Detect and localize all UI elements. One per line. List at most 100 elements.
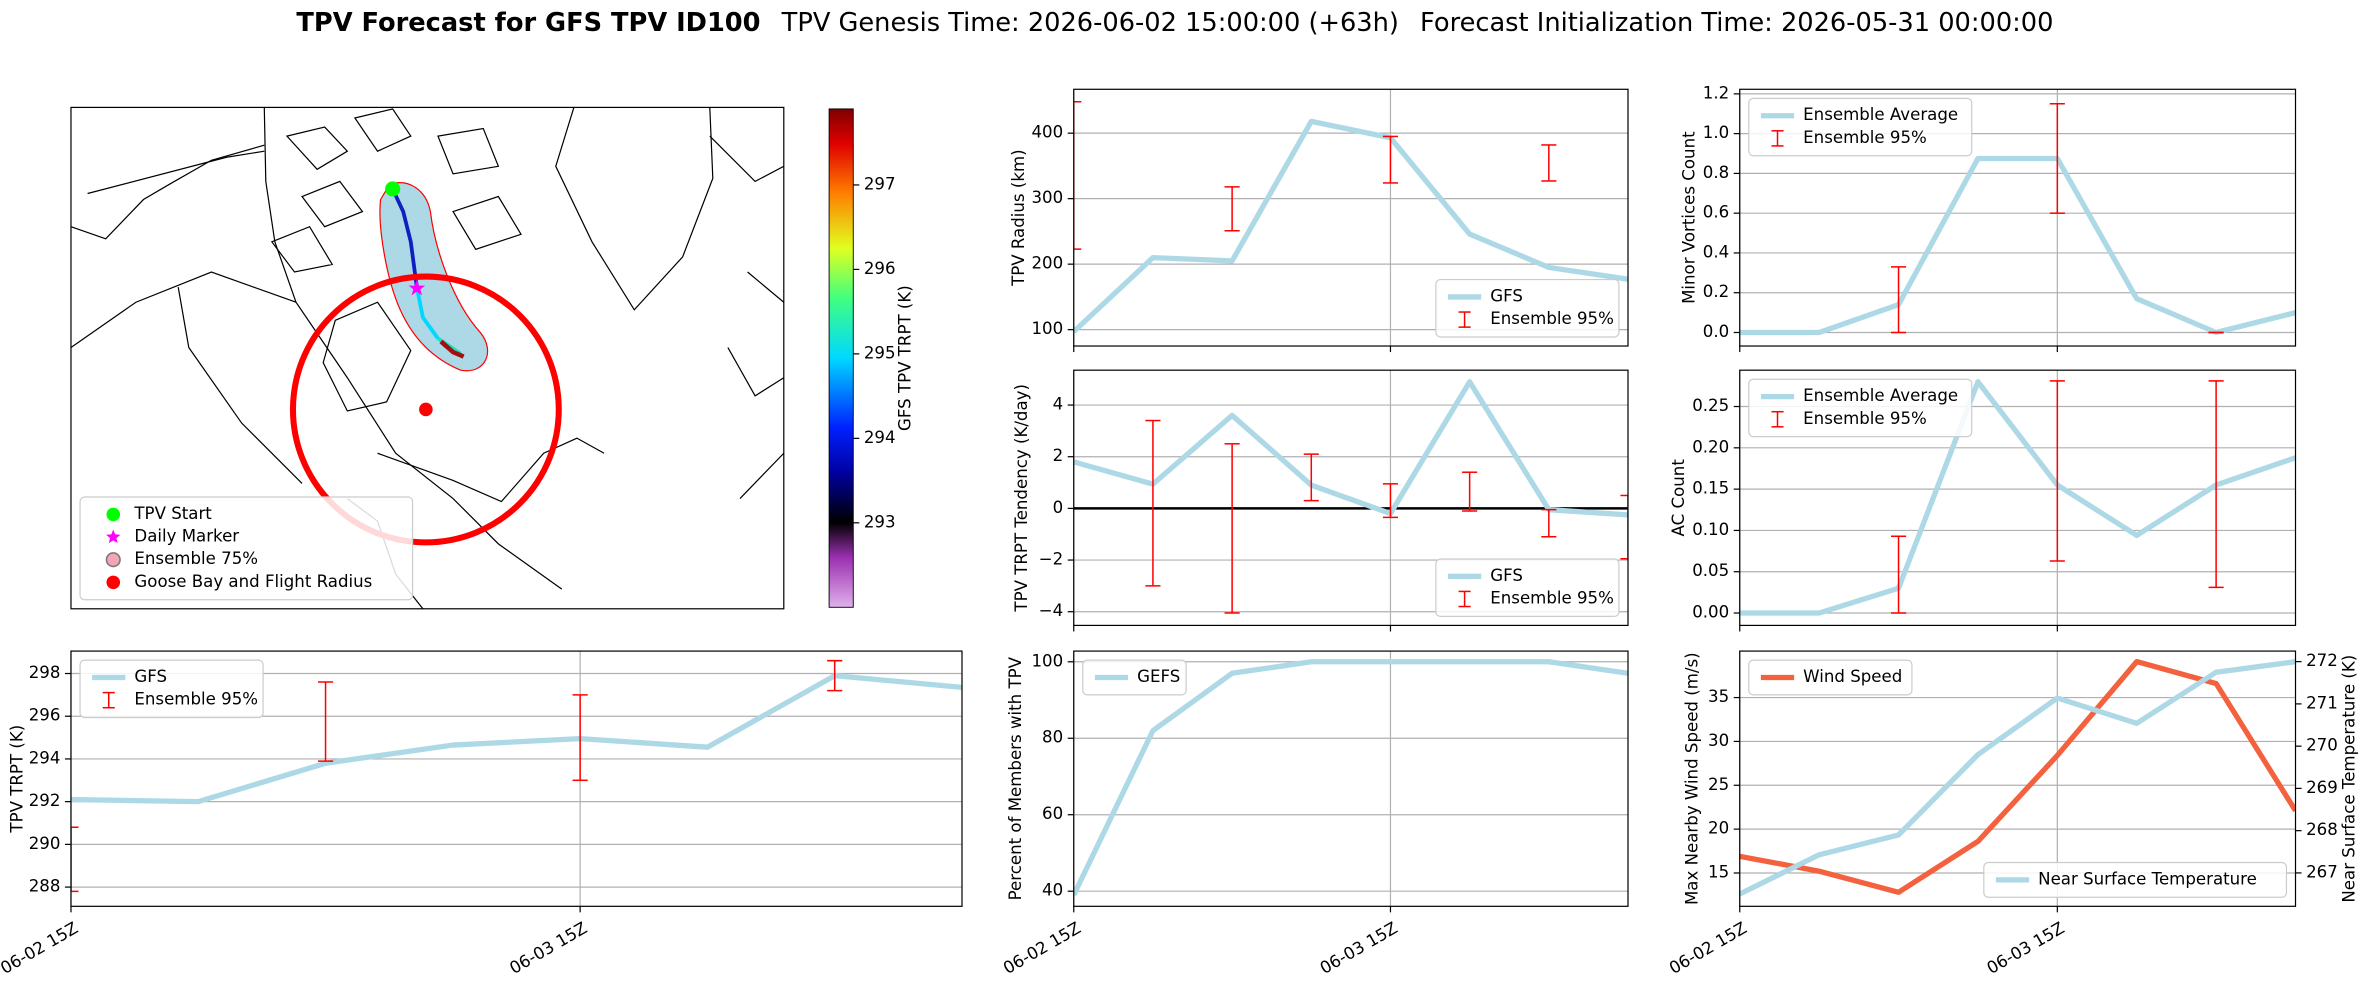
y-tick-label: 100 — [1031, 319, 1063, 338]
x-tick-label: 06-03 15Z — [506, 918, 590, 977]
legend-box — [1748, 659, 1913, 696]
y-axis-label: TPV Radius (km) — [1009, 149, 1028, 287]
y2-tick-label: 270 — [2306, 736, 2338, 755]
y-tick-label: 288 — [29, 877, 61, 896]
legend-label: GFS — [134, 667, 167, 686]
y-tick-label: 296 — [29, 706, 61, 725]
y2-tick-label: 268 — [2306, 820, 2338, 839]
series-line — [1073, 659, 1628, 897]
plot-content — [1739, 103, 2296, 336]
y-tick-label: 200 — [1031, 254, 1063, 273]
y-tick-label: 300 — [1031, 188, 1063, 207]
legend-label: Ensemble 95% — [1490, 588, 1614, 607]
legend-box — [1748, 378, 1973, 438]
title-main: TPV Forecast for GFS TPV ID100 — [296, 7, 760, 37]
y-tick-label: 100 — [1031, 651, 1063, 670]
legend-label: Ensemble Average — [1803, 105, 1958, 124]
y-tick-label: 80 — [1042, 728, 1063, 747]
y-tick-label: 35 — [1708, 687, 1729, 706]
y-tick-label: 0.25 — [1692, 396, 1729, 415]
colorbar-tick-label: 296 — [864, 259, 896, 278]
y-axis-label: TPV TRPT Tendency (K/day) — [1012, 384, 1031, 613]
y2-axis-label: Near Surface Temperature (K) — [2339, 655, 2358, 903]
y-tick-label: 60 — [1042, 804, 1063, 823]
x-tick-label: 06-02 15Z — [0, 918, 81, 977]
y-tick-label: 25 — [1708, 775, 1729, 794]
y-tick-label: 0.20 — [1692, 437, 1729, 456]
legend-label: GEFS — [1137, 667, 1180, 686]
legend-label: Wind Speed — [1803, 667, 1902, 686]
legend-box — [79, 496, 414, 601]
series-line — [1073, 118, 1628, 334]
axes-frame — [1739, 369, 2297, 627]
y-tick-label: −4 — [1039, 601, 1063, 620]
legend-label: Goose Bay and Flight Radius — [134, 572, 372, 591]
y-axis-label: Max Nearby Wind Speed (m/s) — [1682, 652, 1701, 905]
title-genesis: TPV Genesis Time: 2026-06-02 15:00:00 (+… — [781, 7, 1399, 37]
legend-swatch — [106, 575, 121, 590]
plot-content — [1073, 659, 1628, 897]
colorbar-label: GFS TPV TRPT (K) — [896, 285, 915, 431]
y2-tick-label: 267 — [2306, 862, 2338, 881]
y-tick-label: 400 — [1031, 123, 1063, 142]
y2-tick-label: 271 — [2306, 693, 2338, 712]
axes-frame — [1073, 369, 1629, 627]
legend-swatch — [106, 507, 121, 522]
y-tick-label: 0.0 — [1703, 322, 1729, 341]
legend-label: Ensemble 95% — [1803, 128, 1927, 147]
y-tick-label: 0.00 — [1692, 603, 1729, 622]
y-tick-label: −2 — [1039, 550, 1063, 569]
title-init: Forecast Initialization Time: 2026-05-31… — [1420, 7, 2053, 37]
y-tick-label: 40 — [1042, 881, 1063, 900]
plot-content — [1073, 100, 1628, 334]
y-tick-label: 0.6 — [1703, 203, 1729, 222]
legend-label: Ensemble 95% — [1803, 409, 1927, 428]
plot-content — [1073, 379, 1628, 614]
y-tick-label: 30 — [1708, 731, 1729, 750]
colorbar-tick-label: 293 — [864, 512, 896, 531]
y-tick-label: 0.8 — [1703, 163, 1729, 182]
legend-label: Daily Marker — [134, 527, 239, 546]
y-tick-label: 0.15 — [1692, 479, 1729, 498]
y-tick-label: 298 — [29, 663, 61, 682]
y-tick-label: 0.05 — [1692, 561, 1729, 580]
axes-frame — [1739, 650, 2297, 907]
axes-frame — [1073, 88, 1629, 347]
legend-box — [1435, 558, 1620, 617]
y-axis-label: TPV TRPT (K) — [8, 725, 27, 834]
x-tick-label: 06-02 15Z — [1000, 918, 1084, 977]
legend-label: Ensemble 95% — [134, 690, 258, 709]
y-axis-label: AC Count — [1669, 459, 1688, 537]
legend-label: GFS — [1490, 566, 1523, 585]
y-tick-label: 0.4 — [1703, 242, 1729, 261]
y-tick-label: 0.2 — [1703, 282, 1729, 301]
y2-tick-label: 269 — [2306, 778, 2338, 797]
plot-content — [1739, 658, 2296, 897]
series-line — [1739, 379, 2296, 616]
plot-content — [1739, 379, 2296, 616]
colorbar-tick-label: 294 — [864, 428, 896, 447]
plot-content — [70, 659, 962, 893]
legend-box — [1983, 861, 2288, 898]
figure-title: TPV Forecast for GFS TPV ID100 TPV Genesi… — [296, 7, 2053, 37]
x-tick-label: 06-02 15Z — [1666, 918, 1750, 977]
series-line — [1073, 379, 1628, 518]
legend-box — [1082, 659, 1187, 696]
legend-label: Ensemble Average — [1803, 386, 1958, 405]
colorbar — [828, 108, 854, 608]
legend-box — [1435, 278, 1620, 338]
legend-swatch — [106, 529, 121, 544]
y-tick-label: 20 — [1708, 819, 1729, 838]
y-tick-label: 290 — [29, 834, 61, 853]
legend-box — [1748, 97, 1973, 157]
legend-box — [79, 659, 264, 719]
y2-tick-label: 272 — [2306, 651, 2338, 670]
series-line — [70, 673, 962, 805]
x-tick-label: 06-03 15Z — [1984, 918, 2068, 977]
axes-frame — [70, 650, 963, 907]
y-tick-label: 292 — [29, 791, 61, 810]
y-tick-label: 0 — [1053, 498, 1064, 517]
legend-label: GFS — [1490, 286, 1523, 305]
legend-label: Near Surface Temperature — [2038, 869, 2257, 888]
